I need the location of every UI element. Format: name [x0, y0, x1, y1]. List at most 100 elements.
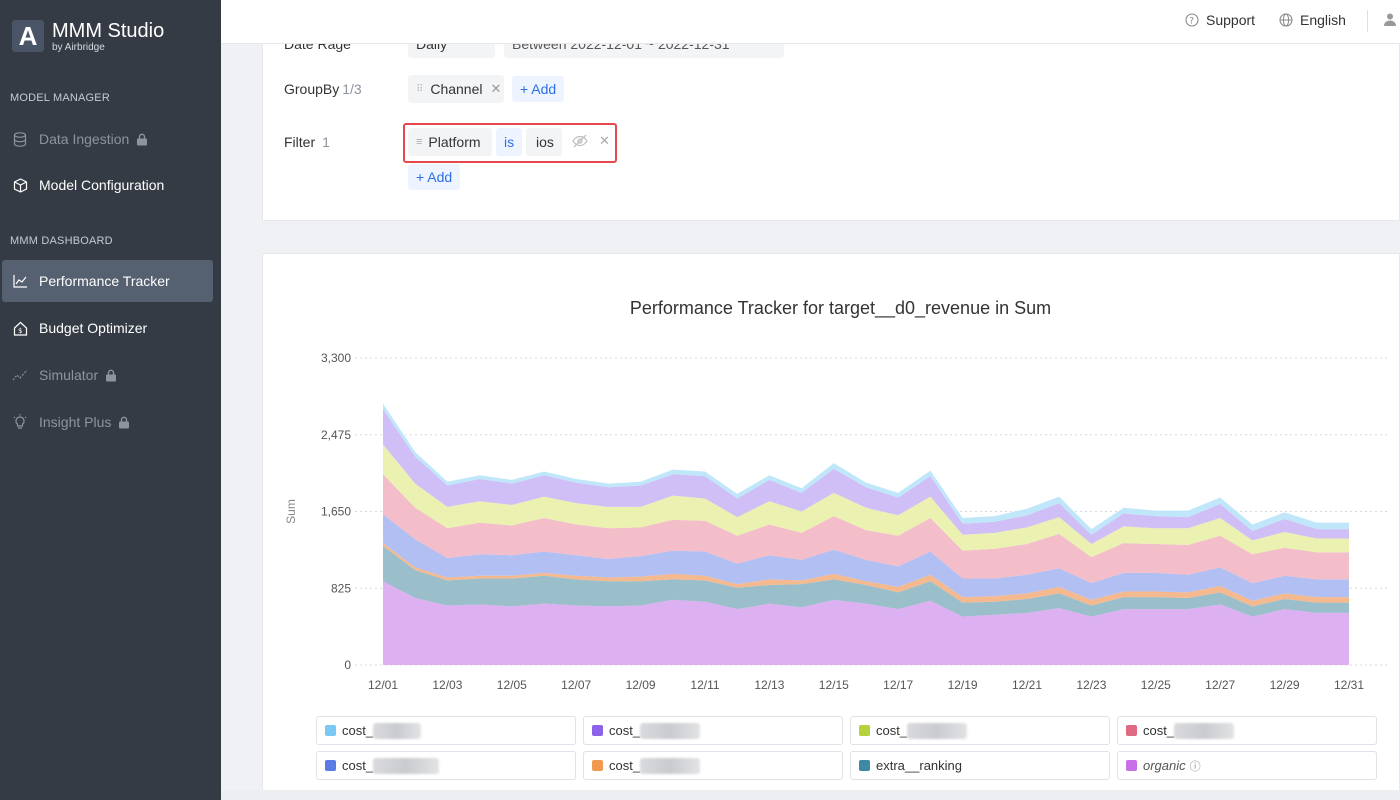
legend-label: cost_ — [342, 758, 374, 773]
remove-chip-icon[interactable]: ✕ — [490, 81, 502, 96]
legend-item[interactable]: cost_ — [1117, 716, 1377, 745]
help-circle-icon: ? — [1185, 13, 1199, 27]
legend-item[interactable]: cost_ — [316, 716, 576, 745]
bottom-strip — [221, 790, 1400, 800]
topbar-divider — [1367, 10, 1368, 32]
legend-swatch — [592, 725, 603, 736]
app-subtitle: by Airbridge — [52, 42, 105, 53]
legend-swatch — [1126, 760, 1137, 771]
sidebar-item-label: Model Configuration — [39, 177, 165, 193]
filter-add-button[interactable]: + Add — [408, 164, 461, 190]
legend-item[interactable]: cost_ — [316, 751, 576, 780]
legend-swatch — [325, 725, 336, 736]
groupby-add-button[interactable]: + Add — [512, 76, 565, 102]
legend-label: organic — [1143, 758, 1186, 773]
redacted-text — [1174, 722, 1235, 739]
area-series-extra--ranking[interactable] — [383, 545, 1349, 617]
drag-handle-icon[interactable]: ⠿ — [416, 83, 424, 95]
y-tick-label: 1,650 — [321, 505, 351, 519]
x-tick-label: 12/11 — [690, 678, 719, 692]
sidebar: A MMM Studio by Airbridge MODEL MANAGER … — [0, 0, 221, 800]
filter-panel: Date Rage Daily Between 2022-12-01 ~ 202… — [262, 30, 1400, 221]
x-tick-label: 12/29 — [1270, 678, 1300, 692]
globe-icon — [1279, 13, 1293, 27]
lightbulb-icon — [12, 414, 28, 430]
legend-swatch — [859, 725, 870, 736]
sidebar-item-data-ingestion[interactable]: Data Ingestion — [2, 118, 213, 160]
remove-filter-icon[interactable]: ✕ — [599, 133, 610, 148]
sidebar-item-model-configuration[interactable]: Model Configuration — [2, 164, 213, 206]
legend-item[interactable]: cost_ — [583, 716, 843, 745]
filter-count: 1 — [322, 134, 330, 150]
filter-value-chip[interactable]: ios — [526, 128, 562, 156]
y-tick-label: 2,475 — [321, 428, 351, 442]
info-icon[interactable]: ⓘ — [1189, 760, 1201, 773]
redacted-text — [907, 722, 968, 739]
filter-field-value: Platform — [428, 134, 481, 150]
x-tick-label: 12/19 — [948, 678, 978, 692]
filter-lines-icon: ≡ — [416, 136, 423, 148]
y-tick-label: 3,300 — [321, 351, 351, 365]
legend-swatch — [592, 760, 603, 771]
x-tick-label: 12/21 — [1012, 678, 1042, 692]
area-series-cost-5[interactable] — [383, 514, 1349, 601]
x-tick-label: 12/01 — [368, 678, 398, 692]
x-tick-label: 12/27 — [1205, 678, 1235, 692]
filter-operator-chip[interactable]: is — [496, 128, 522, 156]
support-link[interactable]: ? Support — [1185, 12, 1255, 28]
user-icon[interactable] — [1383, 12, 1397, 31]
legend-item[interactable]: cost_ — [583, 751, 843, 780]
language-selector[interactable]: English — [1279, 12, 1346, 28]
top-bar: ? Support English — [221, 0, 1400, 44]
app-logo[interactable]: A MMM Studio by Airbridge — [12, 20, 164, 53]
filter-label: Filter 1 — [284, 134, 330, 150]
section-mmm-dashboard: MMM DASHBOARD — [10, 235, 113, 247]
legend-item[interactable]: cost_ — [850, 716, 1110, 745]
chart-title: Performance Tracker for target__d0_reven… — [629, 298, 1052, 318]
legend-swatch — [325, 760, 336, 771]
groupby-chip-channel[interactable]: ⠿ Channel ✕ — [408, 75, 504, 103]
x-tick-label: 12/15 — [819, 678, 849, 692]
x-tick-label: 12/25 — [1141, 678, 1171, 692]
chart-panel: Performance Tracker for target__d0_reven… — [262, 253, 1400, 800]
y-tick-label: 825 — [331, 581, 351, 595]
sidebar-item-budget-optimizer[interactable]: $ Budget Optimizer — [2, 307, 213, 349]
legend-swatch — [1126, 725, 1137, 736]
legend-label: cost_ — [876, 723, 908, 738]
y-axis-label: Sum — [284, 499, 298, 524]
support-label: Support — [1206, 12, 1256, 28]
line-chart-icon — [12, 273, 28, 289]
logo-mark: A — [12, 20, 44, 52]
sidebar-item-insight-plus[interactable]: Insight Plus — [2, 401, 213, 443]
eye-off-icon[interactable] — [572, 134, 588, 153]
house-dollar-icon: $ — [12, 320, 28, 336]
language-label: English — [1300, 12, 1346, 28]
x-tick-label: 12/05 — [497, 678, 527, 692]
x-tick-label: 12/03 — [432, 678, 462, 692]
svg-text:$: $ — [18, 327, 22, 335]
redacted-text — [640, 757, 701, 774]
sidebar-item-simulator[interactable]: Simulator — [2, 354, 213, 396]
trend-icon — [12, 367, 28, 383]
area-series-cost-4[interactable] — [383, 474, 1349, 584]
area-series-cost-3[interactable] — [383, 444, 1349, 558]
area-chart[interactable]: 3,300 2,475 1,650 825 0 Sum 12/01 12/03 12/05 12/… — [263, 254, 1400, 704]
legend-label: cost_ — [1143, 723, 1175, 738]
x-tick-label: 12/17 — [883, 678, 913, 692]
sidebar-item-label: Performance Tracker — [39, 273, 170, 289]
legend-label: cost_ — [609, 723, 641, 738]
x-tick-label: 12/23 — [1076, 678, 1106, 692]
filter-highlight — [403, 123, 617, 163]
legend-item[interactable]: organic ⓘ — [1117, 751, 1377, 780]
legend-item[interactable]: extra__ranking — [850, 751, 1110, 780]
x-tick-label: 12/07 — [561, 678, 591, 692]
app-title: MMM Studio — [52, 20, 165, 42]
lock-icon — [105, 369, 117, 382]
legend-label: cost_ — [342, 723, 374, 738]
sidebar-item-performance-tracker[interactable]: Performance Tracker — [2, 260, 213, 302]
filter-value-text: ios — [536, 134, 554, 150]
area-series-organic[interactable] — [383, 581, 1349, 665]
sidebar-item-label: Budget Optimizer — [39, 320, 148, 336]
filter-field-chip[interactable]: ≡ Platform — [408, 128, 492, 156]
cube-icon — [12, 177, 28, 193]
